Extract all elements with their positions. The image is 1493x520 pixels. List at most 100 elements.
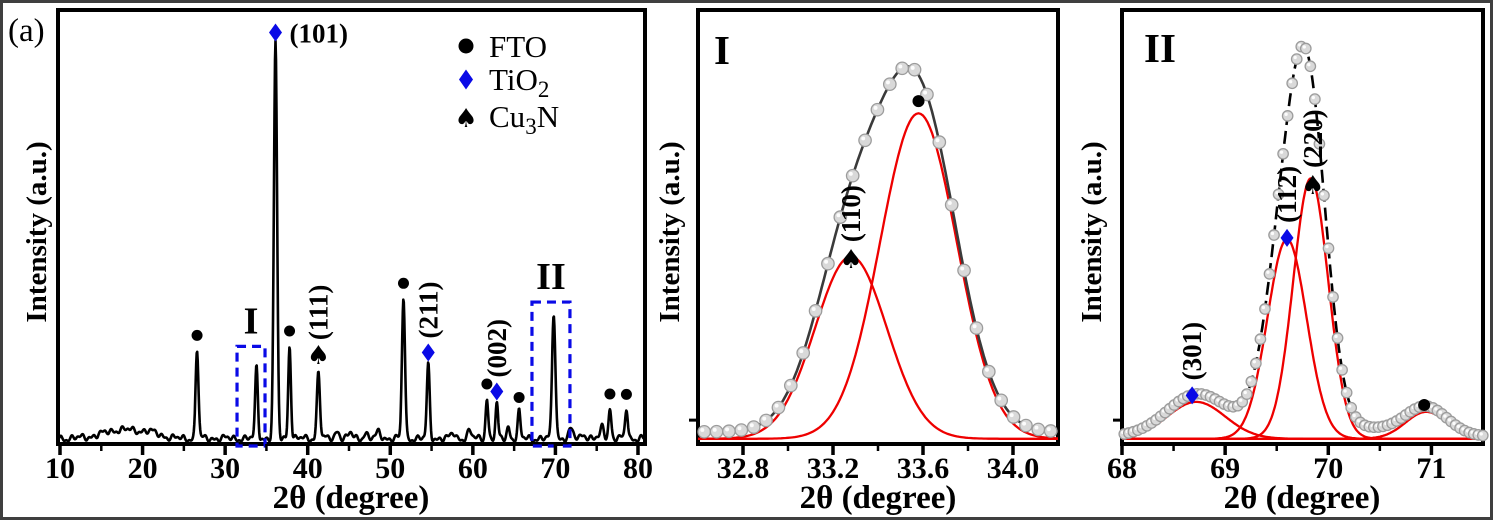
data-point-highlight [712,427,717,432]
fto-circle-marker [397,277,409,289]
data-point-highlight [1311,95,1315,100]
data-point-highlight [1239,398,1243,402]
data-point-highlight [1352,413,1356,418]
data-point-highlight [1357,419,1361,423]
data-point-highlight [898,64,903,69]
data-point-highlight [1009,413,1014,418]
panel-a-frame [56,8,647,446]
data-point-highlight [1429,404,1433,408]
data-point [1240,388,1253,400]
data-point-highlight [910,65,915,70]
data-point-highlight [1307,63,1311,67]
hkl-label-vertical: (220) [1298,109,1328,167]
hkl-label-vertical: (301) [1177,322,1207,380]
data-point [994,393,1009,408]
data-point [870,102,885,117]
data-point-highlight [972,324,977,329]
data-point-highlight [1216,398,1220,402]
data-point-highlight [1338,366,1343,370]
data-point-highlight [1207,393,1211,397]
hkl-label-vertical: (211) [413,281,443,338]
data-point-highlight [1279,150,1284,154]
data-point [771,400,786,415]
data-point-highlight [960,266,965,271]
x-tick-label: 68 [1107,452,1137,485]
x-tick-label: 34.0 [987,452,1040,485]
data-point-highlight [700,427,705,432]
xrd-trace [57,39,645,444]
panel-one-frame [696,8,1060,446]
panel-a-tag: (a) [8,13,45,49]
data-points [697,61,1058,439]
panel-a-ylabel: Intensity (a.u.) [21,141,53,322]
hkl-label-101: (101) [290,19,348,49]
data-point [1281,110,1294,122]
data-point [1250,357,1262,370]
region-box-II [530,300,572,448]
x-tick-label: 10 [45,452,75,485]
data-point-highlight [873,105,878,110]
data-point-highlight [786,381,791,386]
panel-one-ylabel: Intensity (a.u.) [654,141,686,322]
data-point-highlight [737,426,742,431]
data-point-highlight [1298,43,1302,47]
data-point [1299,42,1312,55]
data-point [1290,53,1303,65]
data-point [746,420,761,434]
data-point-highlight [1320,192,1325,196]
fto-circle-marker [620,388,632,400]
region-label-I: I [244,300,259,342]
data-point [1331,332,1344,344]
data-point-highlight [1022,421,1027,426]
data-point [1019,418,1033,433]
data-point-highlight [1288,80,1293,84]
x-axis-ticks: 68 69 70 71 [1107,444,1446,485]
data-point-highlight [762,416,767,421]
data-point-highlight [1325,245,1329,249]
data-point-highlight [1257,335,1261,340]
data-point [734,423,749,437]
region-label-II: II [536,256,566,298]
legend-fto-circle-icon [458,38,474,54]
tio2-diamond-marker [490,382,504,401]
data-point-highlight [861,136,866,141]
data-point [783,378,798,393]
data-point [759,413,773,428]
data-point [1043,424,1058,438]
x-tick-label: 70 [1313,452,1343,485]
data-point-highlight [935,138,940,143]
data-point-highlight [725,427,730,432]
data-point [1304,60,1317,73]
legend-tio2-diamond-icon [459,69,473,90]
data-point [1031,422,1046,437]
data-point-highlight [923,90,928,95]
x-tick-label: 60 [458,452,488,485]
data-point [932,135,947,149]
panel-a-xlabel: 2θ (degree) [273,480,430,516]
data-point [1476,429,1489,442]
data-point-highlight [997,396,1002,401]
data-point [1309,93,1321,105]
data-point [1245,375,1258,388]
data-point-highlight [1266,270,1270,274]
data-point [882,77,897,92]
data-point-highlight [774,403,779,408]
x-tick-label: 69 [1210,452,1240,485]
hkl-label-vertical: (002) [482,319,512,377]
data-point [796,346,811,360]
fto-circle-marker [513,391,525,403]
data-point-highlight [836,213,841,218]
data-point-highlight [1447,418,1452,422]
data-point-highlight [1275,191,1279,195]
data-point [697,424,712,439]
data-point [808,304,823,318]
fto-circle-marker [1418,398,1431,411]
fit-component [698,112,1059,440]
data-point-highlight [1461,427,1465,431]
data-point [944,197,959,212]
data-point [895,61,910,76]
data-point-highlight [1248,378,1252,382]
data-point [845,168,860,183]
